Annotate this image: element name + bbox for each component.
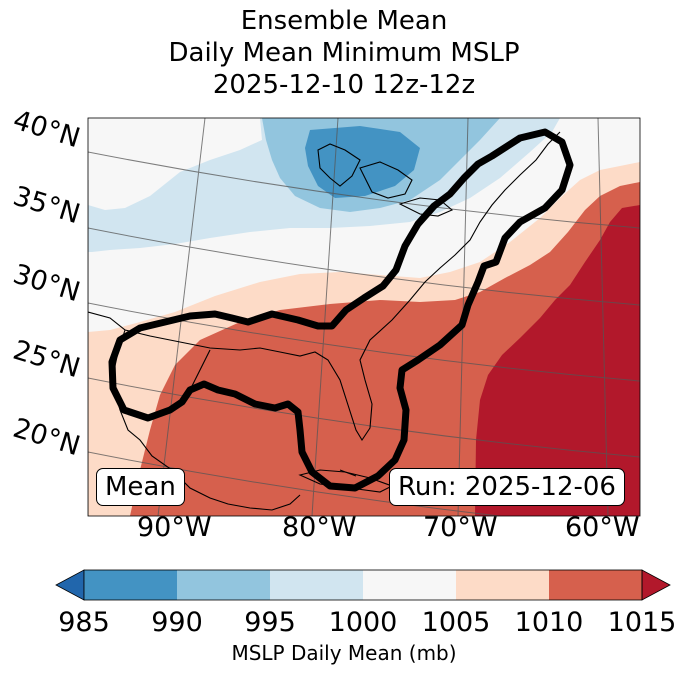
- cbar-segment: [84, 570, 178, 600]
- cbar-tick-1015: 1015: [607, 607, 677, 638]
- cbar-extend-high: [641, 569, 671, 601]
- cbar-segment: [456, 570, 550, 600]
- cbar-segment: [177, 570, 271, 600]
- cbar-tick-995: 995: [244, 607, 296, 638]
- field-above-1015: [475, 205, 640, 516]
- cbar-frame: [83, 569, 643, 601]
- cbar-extend-low: [55, 569, 85, 601]
- cbar-tick-1000: 1000: [328, 607, 398, 638]
- field-1000-1005-north: [88, 118, 262, 210]
- lon-label-90w: 90°W: [137, 512, 212, 543]
- contour-outline: [108, 128, 574, 492]
- cbar-tick-985: 985: [58, 607, 110, 638]
- cbar-segment: [363, 570, 457, 600]
- lon-label-70w: 70°W: [423, 512, 498, 543]
- cbar-tick-1005: 1005: [421, 607, 491, 638]
- lon-label-60w: 60°W: [565, 512, 640, 543]
- cbar-tick-990: 990: [151, 607, 203, 638]
- mean-label-box: Mean: [96, 468, 185, 506]
- title-line-1: Ensemble Mean: [240, 6, 448, 36]
- title-line-2: Daily Mean Minimum MSLP: [168, 38, 520, 68]
- colorbar-label: MSLP Daily Mean (mb): [231, 641, 457, 665]
- map-frame: [87, 117, 641, 517]
- cbar-tick-1010: 1010: [514, 607, 584, 638]
- run-label-box: Run: 2025-12-06: [389, 468, 625, 506]
- cbar-segment: [270, 570, 364, 600]
- lon-label-80w: 80°W: [282, 512, 357, 543]
- title-line-3: 2025-12-10 12z-12z: [212, 70, 476, 100]
- cbar-segment: [549, 570, 643, 600]
